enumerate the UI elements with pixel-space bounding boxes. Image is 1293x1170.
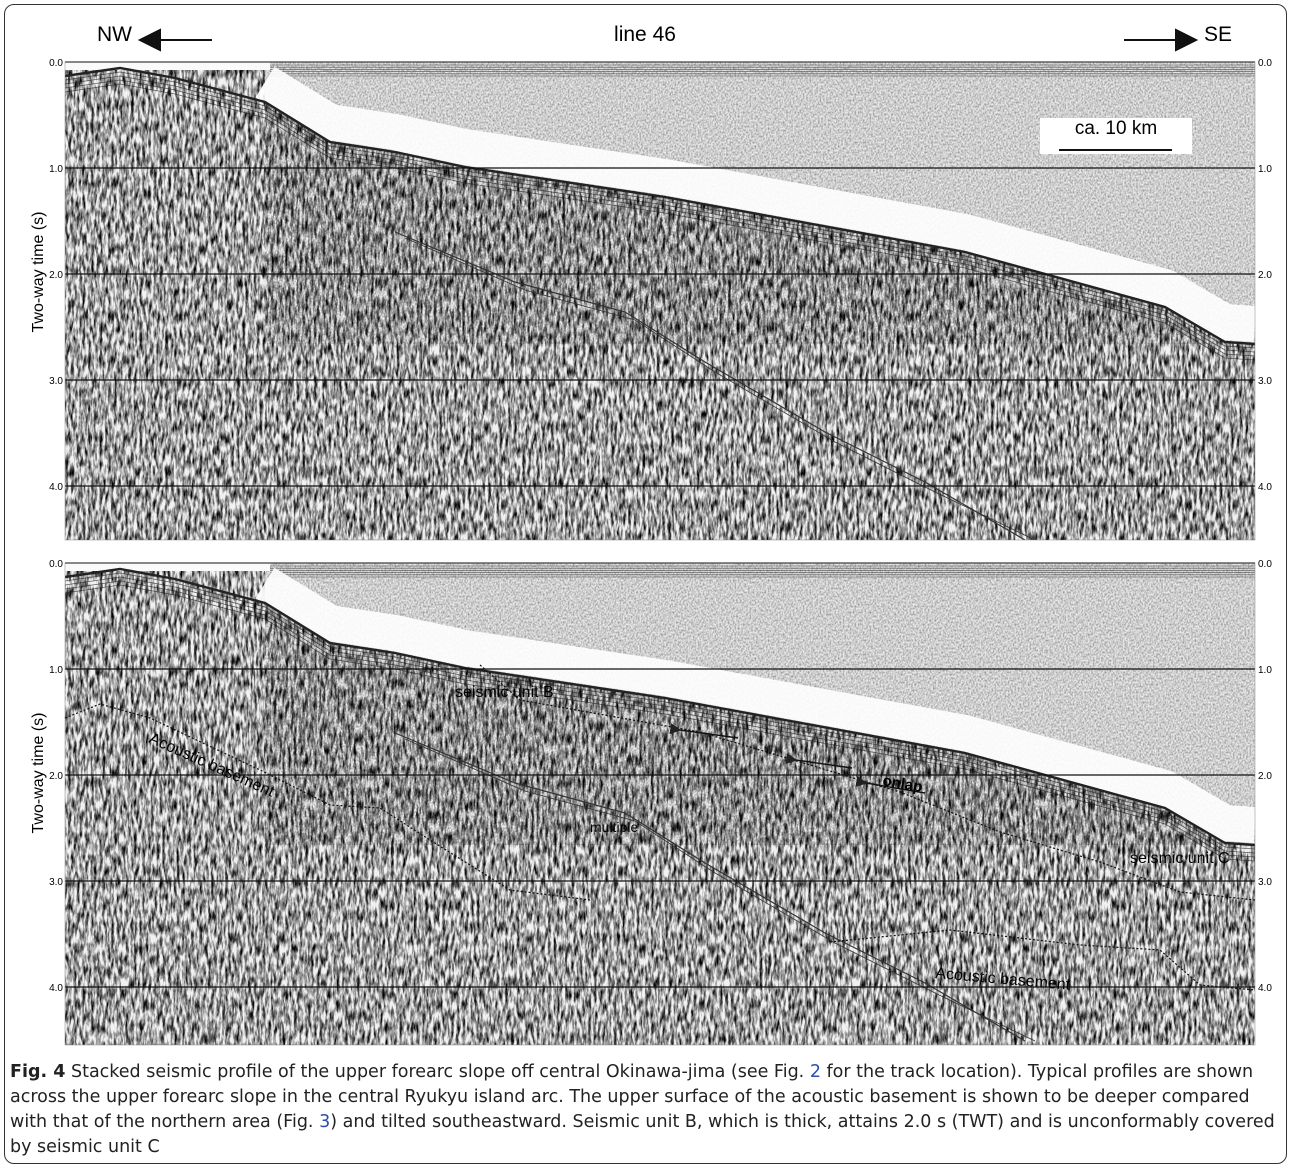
y-tick-label: 1.0 bbox=[49, 164, 63, 175]
caption-fig: Fig. 4 bbox=[10, 1062, 65, 1082]
y-tick-label: 0.0 bbox=[1258, 559, 1272, 570]
y-tick-label: 2.0 bbox=[1258, 771, 1272, 782]
water-strip bbox=[65, 62, 270, 70]
y-tick-label: 0.0 bbox=[49, 58, 63, 69]
y-tick-label: 0.0 bbox=[1258, 58, 1272, 69]
arrow-left bbox=[140, 30, 212, 50]
y-axis-label: Two-way time (s) bbox=[30, 713, 47, 834]
caption-ref[interactable]: 2 bbox=[810, 1062, 821, 1082]
water-strip bbox=[65, 563, 270, 571]
header-right: SE bbox=[1204, 23, 1232, 46]
y-tick-label: 4.0 bbox=[49, 983, 63, 994]
header-left: NW bbox=[97, 23, 132, 46]
y-tick-label: 4.0 bbox=[1258, 482, 1272, 493]
y-tick-label: 3.0 bbox=[49, 877, 63, 888]
y-tick-label: 3.0 bbox=[49, 376, 63, 387]
caption-text: Stacked seismic profile of the upper for… bbox=[65, 1062, 809, 1082]
annotation: seismic unit C bbox=[1130, 850, 1230, 867]
y-tick-label: 2.0 bbox=[49, 270, 63, 281]
y-tick-label: 1.0 bbox=[1258, 164, 1272, 175]
page: NW line 46 SE 0.0 0.0 1.0 1.0 2.0 2.0 3.0 3.0 4.… bbox=[0, 0, 1293, 1170]
arrow-right bbox=[1124, 30, 1196, 50]
y-tick-label: 4.0 bbox=[1258, 983, 1272, 994]
y-tick-label: 0.0 bbox=[49, 559, 63, 570]
y-tick-label: 4.0 bbox=[49, 482, 63, 493]
annotation: multiple bbox=[590, 819, 638, 835]
caption-ref[interactable]: 3 bbox=[319, 1112, 330, 1132]
y-tick-label: 2.0 bbox=[1258, 270, 1272, 281]
y-axis-label: Two-way time (s) bbox=[30, 212, 47, 333]
seismic-panel bbox=[65, 563, 1255, 1045]
y-tick-label: 3.0 bbox=[1258, 877, 1272, 888]
caption: Fig. 4 Stacked seismic profile of the up… bbox=[10, 1060, 1282, 1160]
y-tick-label: 1.0 bbox=[1258, 665, 1272, 676]
figure: NW line 46 SE 0.0 0.0 1.0 1.0 2.0 2.0 3.0 3.0 4.… bbox=[0, 0, 1293, 1060]
scale-bar-label: ca. 10 km bbox=[1075, 118, 1157, 139]
y-tick-label: 3.0 bbox=[1258, 376, 1272, 387]
y-tick-label: 1.0 bbox=[49, 665, 63, 676]
y-tick-label: 2.0 bbox=[49, 771, 63, 782]
annotation: seismic unit B bbox=[455, 684, 554, 701]
header-title: line 46 bbox=[614, 23, 676, 46]
